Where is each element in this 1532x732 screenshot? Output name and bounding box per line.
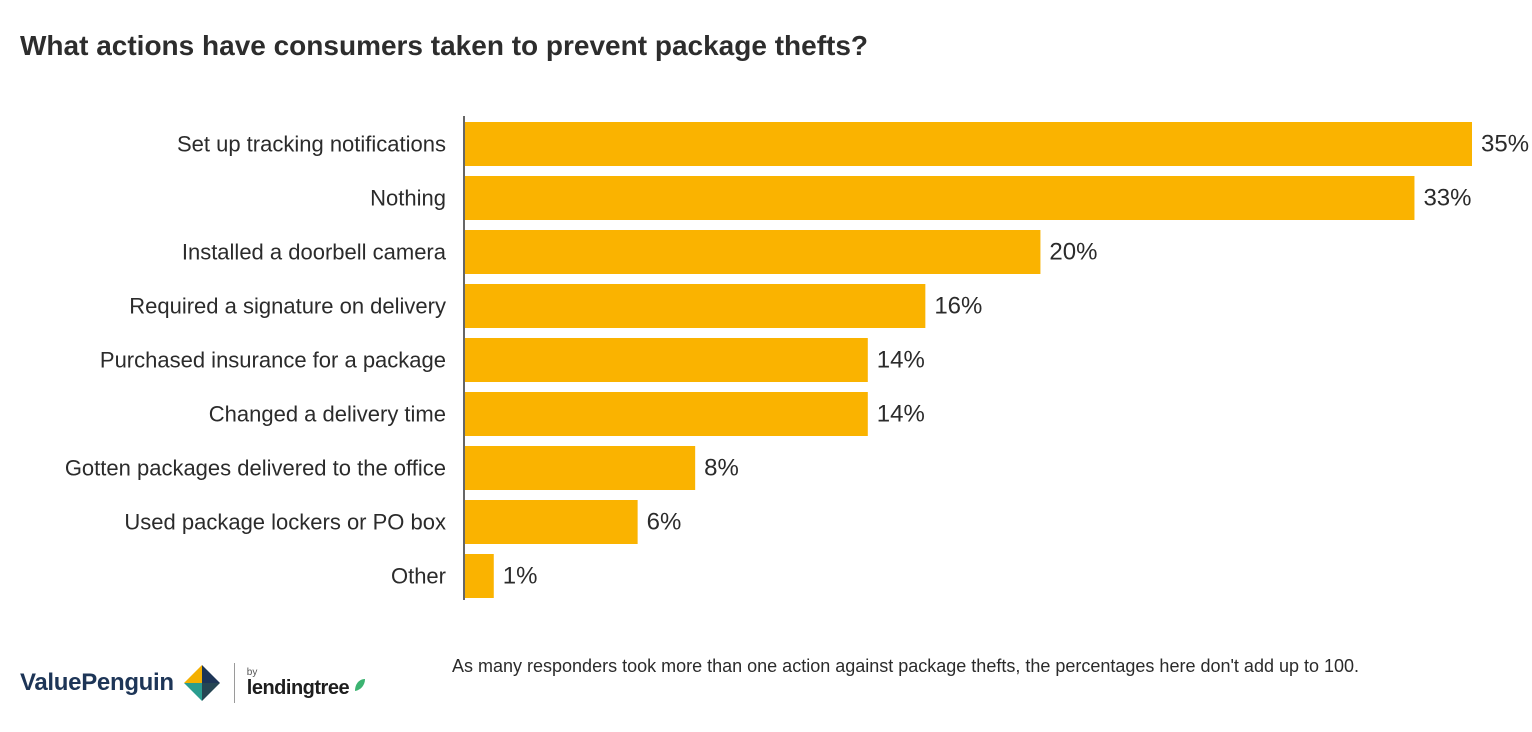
lendingtree-wordmark-text: lendingtree [246, 677, 350, 699]
category-label: Other [391, 564, 446, 589]
bar [465, 230, 1041, 274]
category-label: Set up tracking notifications [177, 132, 446, 157]
bar [465, 122, 1472, 166]
category-label: Gotten packages delivered to the office [65, 456, 446, 481]
value-label: 14% [877, 401, 925, 428]
bar-chart: Set up tracking notifications 35% Nothing 3… [65, 116, 1529, 600]
category-label: Required a signature on delivery [129, 294, 446, 319]
lendingtree-by-label: by [246, 667, 258, 678]
category-label: Purchased insurance for a package [100, 348, 446, 373]
value-label: 1% [503, 563, 538, 590]
category-label: Installed a doorbell camera [182, 240, 447, 265]
leaf-icon [355, 679, 366, 691]
value-label: 8% [704, 455, 739, 482]
lendingtree-logo: by lendingtree [247, 668, 366, 698]
value-label: 6% [647, 509, 682, 536]
logo-divider [233, 663, 235, 703]
lendingtree-wordmark: lendingtree [247, 678, 366, 698]
bar [465, 446, 696, 490]
bar [465, 176, 1415, 220]
bar [465, 284, 926, 328]
value-label: 14% [877, 347, 925, 374]
category-label: Used package lockers or PO box [124, 510, 446, 535]
bar [465, 500, 638, 544]
valuepenguin-logo-icon [183, 665, 220, 701]
category-label: Nothing [370, 186, 446, 211]
valuepenguin-lendingtree-logo: ValuePenguin by lendingtree [20, 660, 366, 706]
bar [465, 392, 868, 436]
value-label: 16% [934, 293, 982, 320]
footnote: As many responders took more than one ac… [452, 656, 1360, 676]
value-label: 33% [1423, 185, 1471, 212]
chart-title: What actions have consumers taken to pre… [20, 30, 869, 61]
bar [465, 338, 868, 382]
bar [465, 554, 494, 598]
value-label: 35% [1481, 131, 1529, 158]
valuepenguin-wordmark: ValuePenguin [20, 669, 174, 696]
value-label: 20% [1049, 239, 1097, 266]
category-label: Changed a delivery time [209, 402, 446, 427]
